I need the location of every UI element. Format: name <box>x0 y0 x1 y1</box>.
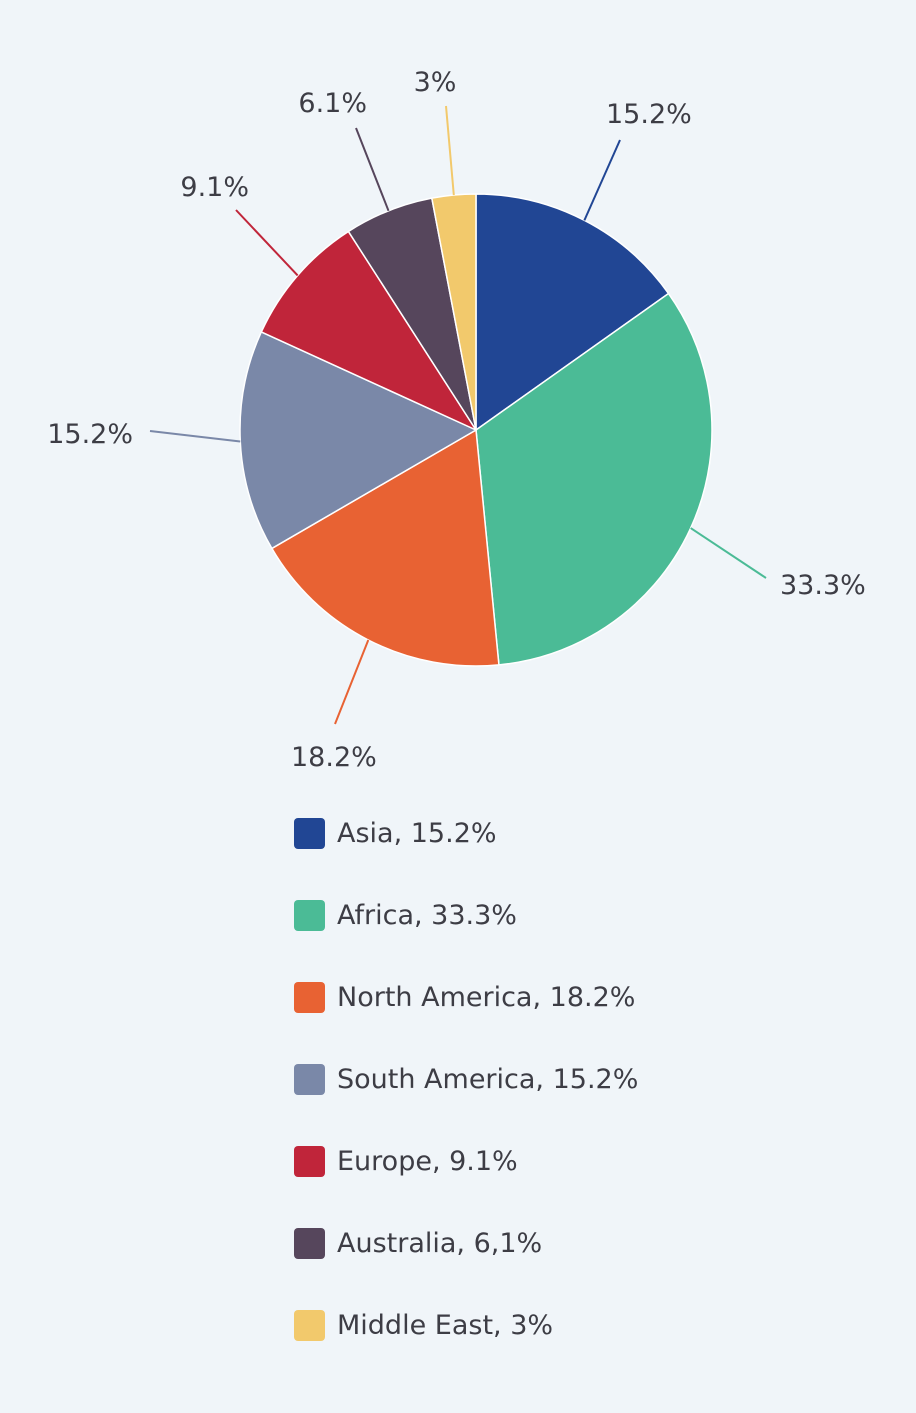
leader-line-europe <box>235 209 299 277</box>
legend-label-europe: Europe, 9.1% <box>337 1146 518 1177</box>
legend-label-middle-east: Middle East, 3% <box>337 1310 554 1341</box>
legend-item-australia[interactable]: Australia, 6,1% <box>294 1228 542 1259</box>
leader-line-middle-east <box>445 105 455 196</box>
data-label-europe: 9.1% <box>180 172 249 203</box>
legend-item-africa[interactable]: Africa, 33.3% <box>294 900 517 931</box>
data-label-africa: 33.3% <box>780 570 866 601</box>
data-label-middle-east: 3% <box>414 67 457 98</box>
legend-swatch-africa <box>294 900 325 931</box>
leader-line-north-america <box>334 639 370 725</box>
pie-slices <box>239 193 713 667</box>
legend-swatch-middle-east <box>294 1310 325 1341</box>
pie-slice-africa[interactable] <box>475 292 713 666</box>
legend-item-south-america[interactable]: South America, 15.2% <box>294 1064 638 1095</box>
legend-label-north-america: North America, 18.2% <box>337 982 636 1013</box>
legend-label-south-america: South America, 15.2% <box>337 1064 639 1095</box>
pie-slice-middle-east[interactable] <box>431 193 477 431</box>
legend-swatch-north-america <box>294 982 325 1013</box>
data-label-north-america: 18.2% <box>291 742 377 773</box>
leader-line-asia <box>583 139 621 221</box>
pie-leader-lines <box>149 105 767 725</box>
legend-item-europe[interactable]: Europe, 9.1% <box>294 1146 518 1177</box>
data-label-south-america: 15.2% <box>47 419 133 450</box>
legend-item-asia[interactable]: Asia, 15.2% <box>294 818 497 849</box>
legend-label-asia: Asia, 15.2% <box>337 818 497 849</box>
legend-swatch-europe <box>294 1146 325 1177</box>
leader-line-africa <box>690 527 767 579</box>
legend-item-middle-east[interactable]: Middle East, 3% <box>294 1310 553 1341</box>
data-label-asia: 15.2% <box>606 99 692 130</box>
pie-data-labels: 15.2% 33.3% 18.2% 15.2% 9.1% 6.1% 3% <box>47 67 866 773</box>
legend-swatch-asia <box>294 818 325 849</box>
legend-swatch-south-america <box>294 1064 325 1095</box>
legend-swatch-australia <box>294 1228 325 1259</box>
legend-label-australia: Australia, 6,1% <box>337 1228 543 1259</box>
legend-label-africa: Africa, 33.3% <box>337 900 517 931</box>
legend-item-north-america[interactable]: North America, 18.2% <box>294 982 635 1013</box>
leader-line-australia <box>355 127 390 212</box>
leader-line-south-america <box>149 430 241 443</box>
data-label-australia: 6.1% <box>298 88 367 119</box>
pie-chart-plot: 15.2% 33.3% 18.2% 15.2% 9.1% 6.1% 3% <box>47 67 866 773</box>
pie-slice-europe[interactable] <box>260 230 477 431</box>
